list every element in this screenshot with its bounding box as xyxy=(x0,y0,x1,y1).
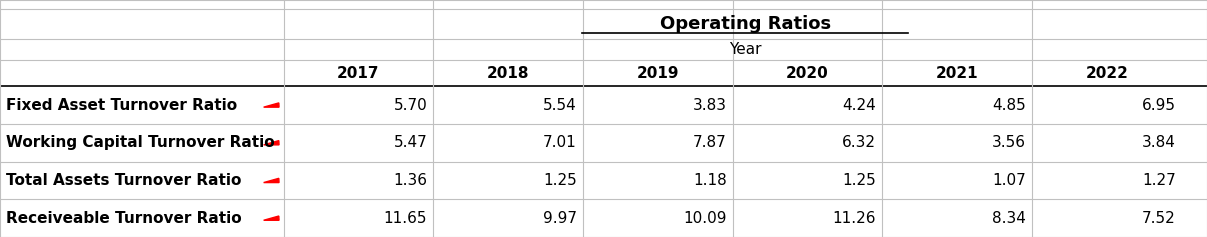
Text: 6.32: 6.32 xyxy=(842,135,876,150)
Text: 8.34: 8.34 xyxy=(992,211,1026,226)
Text: 2020: 2020 xyxy=(786,66,829,81)
Text: Receiveable Turnover Ratio: Receiveable Turnover Ratio xyxy=(6,211,241,226)
Text: 1.07: 1.07 xyxy=(992,173,1026,188)
Text: 5.54: 5.54 xyxy=(543,98,577,113)
Text: 5.47: 5.47 xyxy=(393,135,427,150)
Text: 7.52: 7.52 xyxy=(1142,211,1176,226)
Text: 11.26: 11.26 xyxy=(833,211,876,226)
Text: 4.85: 4.85 xyxy=(992,98,1026,113)
Text: 9.97: 9.97 xyxy=(543,211,577,226)
Text: 3.83: 3.83 xyxy=(693,98,727,113)
Text: 2018: 2018 xyxy=(486,66,530,81)
Text: 1.25: 1.25 xyxy=(842,173,876,188)
Polygon shape xyxy=(263,216,279,220)
Polygon shape xyxy=(263,178,279,182)
Text: 7.87: 7.87 xyxy=(693,135,727,150)
Polygon shape xyxy=(263,103,279,107)
Text: Total Assets Turnover Ratio: Total Assets Turnover Ratio xyxy=(6,173,241,188)
Text: 1.25: 1.25 xyxy=(543,173,577,188)
Text: 2017: 2017 xyxy=(337,66,380,81)
Text: Year: Year xyxy=(729,42,762,57)
Text: Operating Ratios: Operating Ratios xyxy=(660,15,830,33)
Text: 7.01: 7.01 xyxy=(543,135,577,150)
Text: 3.84: 3.84 xyxy=(1142,135,1176,150)
Text: 5.70: 5.70 xyxy=(393,98,427,113)
Text: 10.09: 10.09 xyxy=(683,211,727,226)
Text: 1.36: 1.36 xyxy=(393,173,427,188)
Text: 1.18: 1.18 xyxy=(693,173,727,188)
Text: Working Capital Turnover Ratio: Working Capital Turnover Ratio xyxy=(6,135,275,150)
Text: 6.95: 6.95 xyxy=(1142,98,1176,113)
Text: 2022: 2022 xyxy=(1085,66,1129,81)
Text: 1.27: 1.27 xyxy=(1142,173,1176,188)
Polygon shape xyxy=(263,141,279,145)
Text: 4.24: 4.24 xyxy=(842,98,876,113)
Text: 11.65: 11.65 xyxy=(384,211,427,226)
Text: Fixed Asset Turnover Ratio: Fixed Asset Turnover Ratio xyxy=(6,98,237,113)
Text: 2021: 2021 xyxy=(935,66,979,81)
Text: 3.56: 3.56 xyxy=(992,135,1026,150)
Text: 2019: 2019 xyxy=(636,66,680,81)
